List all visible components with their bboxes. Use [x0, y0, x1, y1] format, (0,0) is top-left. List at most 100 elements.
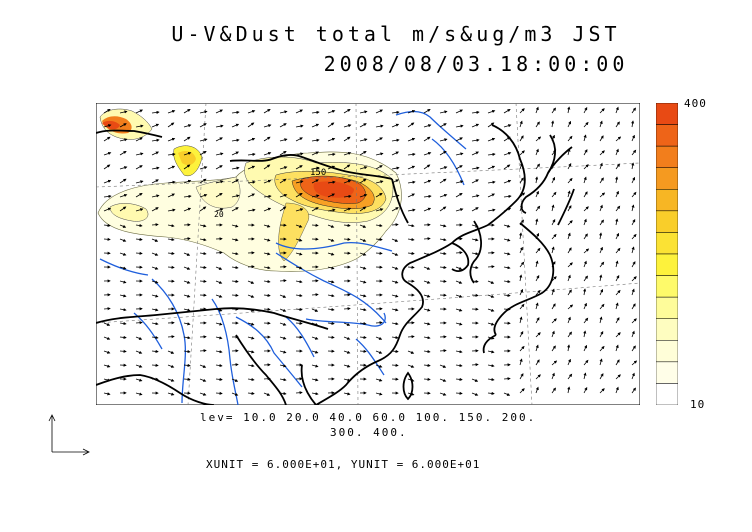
wind-arrow [519, 135, 524, 142]
wind-arrow [503, 108, 511, 114]
wind-arrow [535, 359, 540, 366]
wind-arrow [231, 378, 239, 382]
wind-arrow [135, 137, 143, 142]
wind-arrow [519, 246, 523, 254]
wind-arrow [231, 166, 240, 170]
wind-arrow [231, 293, 239, 297]
wind-arrow [151, 308, 159, 312]
wind-arrow [391, 194, 400, 198]
wind-arrow [247, 294, 255, 298]
wind-arrow [551, 149, 557, 156]
wind-arrow [263, 293, 271, 298]
wind-arrow [567, 289, 572, 296]
wind-arrow [263, 279, 271, 284]
wind-arrow [311, 308, 319, 312]
contour-label-150: 150 [310, 168, 326, 178]
wind-arrow [199, 279, 207, 283]
wind-arrow [471, 166, 480, 170]
wind-arrow [487, 350, 495, 354]
wind-arrow [231, 363, 239, 367]
wind-arrow [519, 261, 525, 268]
wind-arrow [311, 138, 320, 142]
wind-arrow [263, 238, 271, 242]
wind-arrow [567, 344, 571, 352]
wind-arrow [279, 294, 287, 298]
wind-arrow [407, 122, 415, 128]
wind-arrow [359, 238, 367, 242]
wind-arrow [391, 207, 399, 212]
colorbar-swatch [656, 318, 678, 341]
wind-arrow [535, 205, 541, 212]
wind-arrow [439, 110, 448, 114]
wind-arrow [551, 246, 555, 254]
wind-arrow [519, 192, 526, 198]
wind-arrow [375, 378, 383, 382]
wind-arrow [167, 152, 176, 156]
wind-arrow [599, 330, 604, 338]
wind-arrow [599, 177, 604, 184]
wind-arrow [327, 208, 336, 212]
wind-arrow [551, 204, 555, 212]
wind-arrow [535, 148, 539, 156]
wind-arrow [119, 123, 127, 128]
dust-wind-map: 150 20 [96, 103, 640, 405]
colorbar-swatch [656, 103, 678, 125]
wind-arrow [167, 122, 175, 128]
wind-arrow [535, 247, 541, 254]
wind-arrow [615, 247, 621, 254]
wind-arrow [119, 238, 127, 242]
wind-arrow [631, 387, 636, 394]
wind-arrow [471, 293, 479, 297]
wind-arrow [279, 308, 287, 312]
wind-arrow [631, 134, 635, 142]
wind-arrow [167, 251, 175, 256]
wind-arrow [183, 207, 192, 212]
wind-arrow [423, 207, 432, 212]
colorbar-swatch [656, 253, 678, 276]
wind-arrow [455, 322, 463, 326]
wind-arrow [263, 108, 271, 114]
wind-arrow [343, 179, 352, 184]
wind-arrow [103, 151, 112, 156]
wind-arrow [183, 124, 192, 128]
wind-arrow [103, 179, 112, 184]
wind-arrow [151, 223, 159, 227]
wind-arrow [391, 123, 400, 128]
wind-arrow [631, 162, 635, 170]
wind-arrow [583, 191, 588, 198]
wind-arrow [183, 194, 192, 198]
wind-arrow [215, 391, 223, 395]
wind-arrow [295, 109, 304, 114]
wind-arrow [503, 392, 511, 396]
wind-arrow [183, 237, 191, 241]
wind-arrow [359, 321, 367, 326]
wind-arrow [167, 392, 175, 396]
wind-arrow [551, 134, 555, 142]
wind-arrow [567, 205, 572, 212]
wind-arrow [295, 238, 303, 242]
wind-arrow [375, 165, 383, 170]
wind-arrow [471, 265, 479, 270]
wind-arrow [119, 280, 127, 284]
wind-arrow [407, 350, 415, 354]
wind-arrow [455, 192, 463, 198]
wind-arrow [359, 335, 367, 340]
wind-arrow [599, 120, 603, 128]
wind-arrow [279, 378, 287, 382]
wind-arrow [519, 120, 523, 128]
wind-arrow [151, 207, 159, 212]
wind-arrow [423, 179, 432, 184]
wind-arrow [407, 152, 416, 156]
wind-arrow [631, 345, 636, 352]
wind-arrow [103, 237, 111, 241]
wind-arrow [615, 205, 621, 212]
wind-arrow [295, 180, 304, 184]
wind-arrow [135, 350, 143, 354]
wind-arrow [247, 377, 255, 382]
wind-arrow [391, 223, 399, 227]
wind-arrow [247, 350, 255, 354]
wind-arrow [119, 193, 128, 198]
wind-arrow [631, 176, 636, 184]
wind-arrow [535, 163, 540, 170]
wind-arrow [215, 308, 223, 312]
